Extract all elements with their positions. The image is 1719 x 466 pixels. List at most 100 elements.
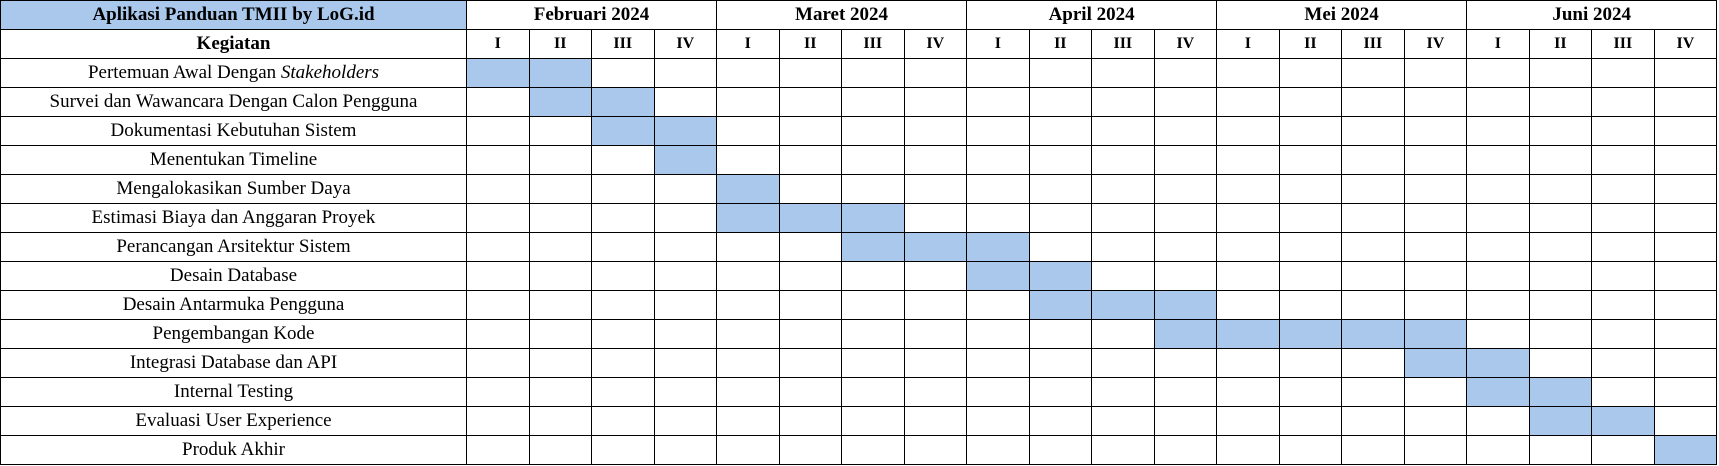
gantt-empty-cell	[591, 377, 655, 407]
task-column-header: Kegiatan	[0, 29, 467, 59]
gantt-empty-cell	[778, 406, 843, 436]
gantt-empty-cell	[1091, 435, 1155, 465]
month-header: Maret 2024	[716, 0, 968, 30]
gantt-empty-cell	[1153, 203, 1218, 233]
gantt-empty-cell	[1341, 406, 1405, 436]
gantt-empty-cell	[841, 58, 905, 88]
gantt-empty-cell	[1466, 435, 1530, 465]
gantt-empty-cell	[466, 406, 530, 436]
gantt-empty-cell	[716, 377, 780, 407]
gantt-empty-cell	[1278, 87, 1343, 117]
week-header: I	[1216, 29, 1280, 59]
week-header: III	[1591, 29, 1655, 59]
gantt-empty-cell	[1403, 116, 1468, 146]
task-name: Desain Antarmuka Pengguna	[0, 290, 467, 320]
gantt-empty-cell	[1528, 348, 1593, 378]
gantt-empty-cell	[1653, 174, 1718, 204]
gantt-empty-cell	[1278, 145, 1343, 175]
task-name-text: Menentukan Timeline	[149, 149, 318, 170]
gantt-empty-cell	[716, 319, 780, 349]
task-row: Pertemuan Awal Dengan Stakeholders	[0, 58, 1718, 88]
gantt-bar-cell	[528, 58, 592, 88]
gantt-empty-cell	[1216, 174, 1280, 204]
gantt-empty-cell	[903, 116, 968, 146]
gantt-empty-cell	[466, 232, 530, 262]
gantt-empty-cell	[1528, 116, 1593, 146]
gantt-empty-cell	[1028, 435, 1093, 465]
task-name-text: Desain Database	[169, 265, 298, 286]
gantt-empty-cell	[1216, 116, 1280, 146]
gantt-bar-cell	[1341, 319, 1405, 349]
gantt-empty-cell	[1403, 203, 1468, 233]
gantt-empty-cell	[1153, 145, 1218, 175]
gantt-empty-cell	[1528, 145, 1593, 175]
gantt-bar-cell	[903, 232, 968, 262]
gantt-empty-cell	[653, 203, 718, 233]
task-row: Survei dan Wawancara Dengan Calon Penggu…	[0, 87, 1718, 117]
task-name-text: Stakeholders	[280, 62, 380, 83]
gantt-empty-cell	[1278, 435, 1343, 465]
task-name-text: Produk Akhir	[182, 439, 285, 460]
task-name-text: Mengalokasikan Sumber Daya	[116, 178, 351, 199]
week-header: III	[841, 29, 905, 59]
gantt-empty-cell	[466, 261, 530, 291]
gantt-empty-cell	[591, 174, 655, 204]
gantt-empty-cell	[528, 116, 592, 146]
task-name-text: Estimasi Biaya dan Anggaran Proyek	[91, 207, 376, 228]
gantt-empty-cell	[1653, 348, 1718, 378]
week-header: IV	[1653, 29, 1718, 59]
gantt-empty-cell	[528, 348, 592, 378]
gantt-empty-cell	[1216, 290, 1280, 320]
gantt-empty-cell	[1591, 435, 1655, 465]
gantt-empty-cell	[466, 348, 530, 378]
gantt-empty-cell	[591, 290, 655, 320]
week-header: II	[1278, 29, 1343, 59]
gantt-empty-cell	[716, 232, 780, 262]
task-name: Estimasi Biaya dan Anggaran Proyek	[0, 203, 467, 233]
gantt-empty-cell	[1091, 203, 1155, 233]
gantt-empty-cell	[653, 232, 718, 262]
gantt-empty-cell	[1466, 116, 1530, 146]
gantt-empty-cell	[841, 319, 905, 349]
task-row: Dokumentasi Kebutuhan Sistem	[0, 116, 1718, 146]
gantt-empty-cell	[1528, 232, 1593, 262]
gantt-empty-cell	[966, 174, 1030, 204]
task-name: Perancangan Arsitektur Sistem	[0, 232, 467, 262]
task-row: Produk Akhir	[0, 435, 1718, 465]
gantt-empty-cell	[1528, 203, 1593, 233]
gantt-empty-cell	[591, 203, 655, 233]
gantt-bar-cell	[1403, 348, 1468, 378]
gantt-empty-cell	[1653, 261, 1718, 291]
task-row: Perancangan Arsitektur Sistem	[0, 232, 1718, 262]
gantt-bar-cell	[1028, 290, 1093, 320]
gantt-empty-cell	[778, 377, 843, 407]
task-name-text: Pertemuan Awal Dengan	[87, 62, 281, 83]
gantt-empty-cell	[841, 87, 905, 117]
gantt-empty-cell	[528, 290, 592, 320]
gantt-empty-cell	[1403, 58, 1468, 88]
week-header: III	[1091, 29, 1155, 59]
gantt-empty-cell	[1591, 116, 1655, 146]
gantt-empty-cell	[1028, 174, 1093, 204]
gantt-empty-cell	[466, 145, 530, 175]
week-header: III	[591, 29, 655, 59]
gantt-empty-cell	[1653, 145, 1718, 175]
gantt-empty-cell	[653, 87, 718, 117]
gantt-empty-cell	[1153, 174, 1218, 204]
gantt-empty-cell	[1466, 261, 1530, 291]
task-name-text: Internal Testing	[173, 381, 294, 402]
gantt-empty-cell	[528, 377, 592, 407]
gantt-empty-cell	[528, 406, 592, 436]
gantt-bar-cell	[778, 203, 843, 233]
gantt-empty-cell	[1591, 174, 1655, 204]
gantt-empty-cell	[1591, 319, 1655, 349]
gantt-empty-cell	[1216, 203, 1280, 233]
gantt-empty-cell	[1466, 406, 1530, 436]
gantt-empty-cell	[778, 145, 843, 175]
week-header: II	[778, 29, 843, 59]
gantt-empty-cell	[466, 377, 530, 407]
gantt-bar-cell	[1528, 406, 1593, 436]
gantt-empty-cell	[903, 406, 968, 436]
gantt-empty-cell	[653, 319, 718, 349]
